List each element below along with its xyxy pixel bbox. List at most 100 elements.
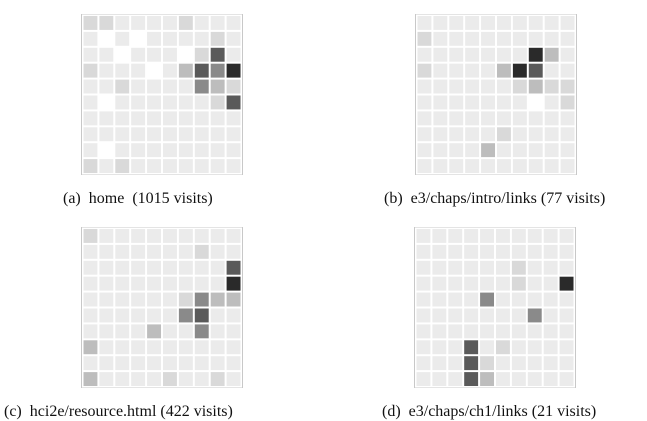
heatmap-cell: [416, 276, 431, 291]
heatmap-cell: [543, 324, 558, 339]
heatmap-cell: [147, 127, 162, 142]
heatmap-cell: [147, 111, 162, 126]
heatmap-cell: [115, 292, 130, 307]
heatmap-cell: [194, 372, 209, 387]
heatmap-cell: [115, 111, 130, 126]
heatmap-cell: [99, 159, 114, 174]
heatmap-cell: [99, 63, 114, 78]
heatmap-cell: [115, 324, 130, 339]
heatmap-cell: [226, 127, 241, 142]
heatmap-cell: [496, 143, 511, 158]
heatmap-cell: [512, 143, 527, 158]
heatmap-cell: [194, 47, 209, 62]
heatmap-cell: [449, 111, 464, 126]
heatmap-cell: [147, 340, 162, 355]
heatmap-cell: [528, 159, 543, 174]
heatmap-cell: [210, 95, 225, 110]
heatmap-cell: [512, 111, 527, 126]
heatmap-cell: [527, 228, 542, 243]
heatmap-cell: [416, 324, 431, 339]
heatmap-cell: [210, 372, 225, 387]
heatmap-cell: [210, 260, 225, 275]
heatmap-cell: [465, 143, 480, 158]
heatmap-cell: [527, 372, 542, 387]
heatmap-cell: [448, 340, 463, 355]
heatmap-cell: [527, 340, 542, 355]
heatmap-cell: [416, 244, 431, 259]
heatmap-cell: [511, 228, 526, 243]
heatmap-cell: [115, 15, 130, 30]
heatmap-cell: [194, 308, 209, 323]
caption-text: hci2e/resource.html (422 visits): [29, 403, 233, 420]
heatmap-cell: [162, 159, 177, 174]
heatmap-cell: [449, 31, 464, 46]
heatmap-cell: [194, 95, 209, 110]
heatmap-cell: [115, 356, 130, 371]
heatmap-cell: [432, 324, 447, 339]
heatmap-cell: [480, 308, 495, 323]
heatmap-cell: [115, 63, 130, 78]
heatmap-cell: [210, 31, 225, 46]
heatmap-cell: [527, 308, 542, 323]
heatmap-cell: [83, 47, 98, 62]
heatmap-cell: [210, 228, 225, 243]
heatmap-cell: [560, 31, 575, 46]
heatmap-cell: [449, 159, 464, 174]
heatmap-cell: [512, 95, 527, 110]
heatmap-cell: [194, 111, 209, 126]
heatmap-cell: [449, 127, 464, 142]
heatmap-cell: [512, 159, 527, 174]
heatmap-cell: [512, 31, 527, 46]
heatmap-cell: [162, 276, 177, 291]
heatmap-cell: [178, 15, 193, 30]
heatmap-cell: [528, 31, 543, 46]
heatmap-cell: [543, 356, 558, 371]
heatmap-cell: [560, 79, 575, 94]
heatmap-cell: [432, 260, 447, 275]
heatmap-cell: [226, 356, 241, 371]
heatmap-cell: [496, 127, 511, 142]
heatmap-cell: [481, 47, 496, 62]
heatmap-cell: [115, 260, 130, 275]
caption-label: (b): [384, 190, 403, 207]
caption-label: (d): [382, 403, 401, 420]
heatmap-cell: [194, 244, 209, 259]
heatmap-cell: [495, 260, 510, 275]
heatmap-cell: [99, 15, 114, 30]
heatmap-cell: [210, 340, 225, 355]
heatmap-cell: [147, 95, 162, 110]
heatmap-cell: [194, 143, 209, 158]
heatmap-cell: [560, 111, 575, 126]
heatmap-cell: [465, 159, 480, 174]
heatmap-cell: [512, 47, 527, 62]
heatmap-cell: [147, 260, 162, 275]
heatmap-cell: [83, 31, 98, 46]
heatmap-cell: [417, 111, 432, 126]
heatmap-cell: [465, 31, 480, 46]
heatmap-cell: [432, 276, 447, 291]
heatmap-cell: [115, 244, 130, 259]
heatmap-cell: [194, 356, 209, 371]
heatmap-cell: [496, 111, 511, 126]
heatmap-cell: [178, 324, 193, 339]
heatmap-cell: [560, 127, 575, 142]
heatmap-cell: [226, 340, 241, 355]
heatmap-cell: [512, 79, 527, 94]
heatmap-cell: [527, 292, 542, 307]
heatmap-cell: [544, 111, 559, 126]
heatmap-cell: [131, 95, 146, 110]
heatmap-cell: [99, 324, 114, 339]
heatmap-cell: [115, 127, 130, 142]
heatmap-cell: [99, 340, 114, 355]
heatmap-cell: [464, 244, 479, 259]
heatmap-cell: [559, 340, 574, 355]
heatmap-cell: [147, 63, 162, 78]
heatmap-cell: [433, 111, 448, 126]
heatmap-cell: [528, 79, 543, 94]
heatmap-cell: [83, 63, 98, 78]
heatmap-cell: [528, 15, 543, 30]
heatmap-cell: [99, 31, 114, 46]
heatmap-cell: [448, 324, 463, 339]
heatmap-cell: [147, 79, 162, 94]
heatmap-cell: [99, 228, 114, 243]
